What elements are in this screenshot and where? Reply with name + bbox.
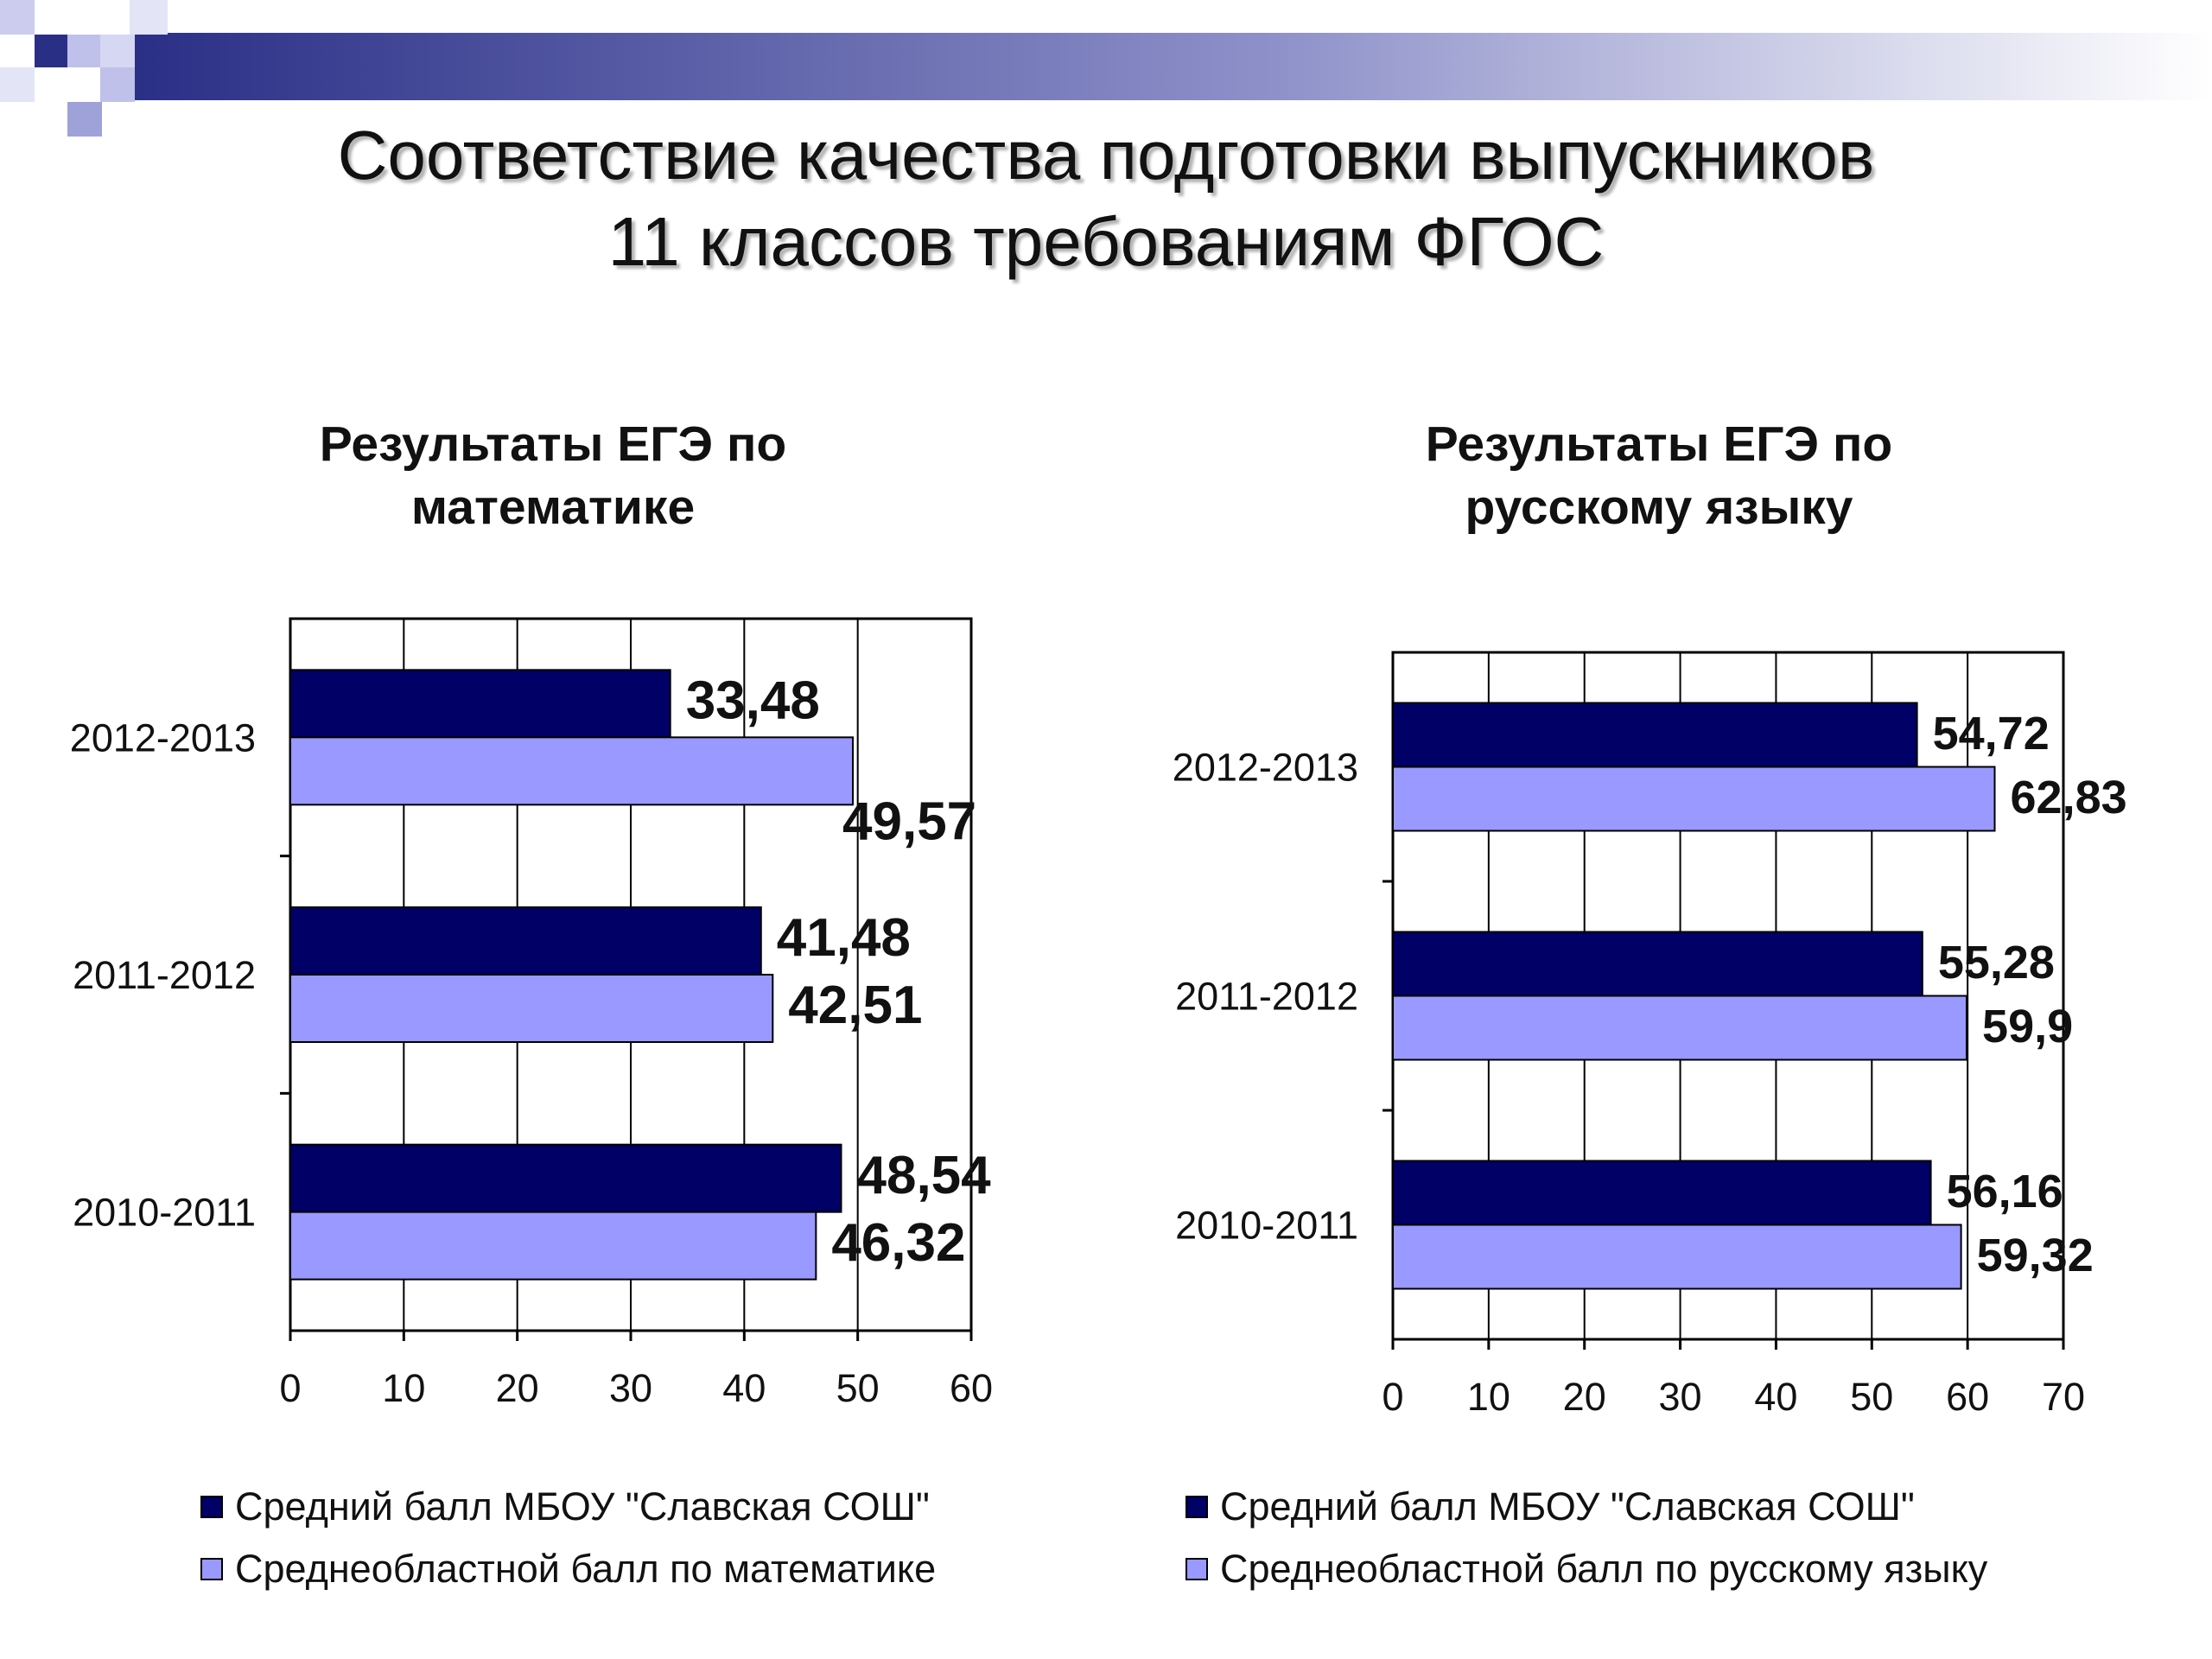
banner-square — [100, 35, 135, 69]
math-bar — [289, 974, 774, 1043]
banner-square — [0, 67, 35, 102]
slide-title-line2: 11 классов требованиям ФГОС — [607, 203, 1605, 280]
russian-tick-label: 50 — [1850, 1375, 1893, 1419]
legend-item-region: Среднеобластной балл по русскому языку — [1185, 1538, 2136, 1600]
russian-data-label: 55,28 — [1938, 937, 2055, 988]
russian-tick-label: 0 — [1382, 1375, 1403, 1419]
banner-square — [35, 35, 67, 67]
math-legend: Средний балл МБОУ "Славская СОШ" Среднео… — [200, 1476, 1065, 1600]
legend-label-region: Среднеобластной балл по математике — [235, 1547, 937, 1591]
russian-bar — [1392, 1160, 1932, 1226]
legend-swatch-school — [1185, 1496, 1208, 1518]
russian-chart-title-line2: русскому языку — [1465, 480, 1853, 535]
russian-category-label: 2011-2012 — [1175, 975, 1358, 1019]
legend-label-school: Средний балл МБОУ "Славская СОШ" — [1220, 1484, 1915, 1529]
legend-item-school: Средний балл МБОУ "Славская СОШ" — [200, 1476, 1065, 1538]
russian-data-label: 62,83 — [2011, 772, 2127, 823]
legend-swatch-region — [1185, 1558, 1208, 1580]
math-bar — [289, 1211, 817, 1281]
math-category-label: 2010-2011 — [73, 1191, 256, 1235]
russian-chart-title-line1: Результаты ЕГЭ по — [1425, 416, 1893, 472]
math-category-label: 2012-2013 — [70, 715, 256, 760]
russian-chart-title: Результаты ЕГЭ по русскому языку — [1296, 413, 2022, 539]
math-data-label: 42,51 — [788, 976, 922, 1035]
math-tick-label: 50 — [836, 1366, 880, 1410]
russian-bar — [1392, 1224, 1962, 1290]
russian-category-label: 2012-2013 — [1173, 746, 1358, 790]
russian-data-label: 56,16 — [1947, 1166, 2063, 1217]
russian-data-label: 54,72 — [1933, 708, 2050, 760]
russian-tick-label: 60 — [1946, 1375, 1989, 1419]
math-chart-title-line1: Результаты ЕГЭ по — [319, 416, 787, 472]
math-category-label: 2011-2012 — [73, 953, 256, 997]
russian-tick-label: 10 — [1467, 1375, 1510, 1419]
slide-title-line1: Соответствие качества подготовки выпускн… — [337, 117, 1875, 194]
legend-item-region: Среднеобластной балл по математике — [200, 1538, 1065, 1600]
russian-bar — [1392, 995, 1968, 1061]
math-chart-title-line2: математике — [410, 480, 696, 535]
legend-swatch-region — [200, 1558, 223, 1580]
legend-swatch-school — [200, 1496, 223, 1518]
russian-legend: Средний балл МБОУ "Славская СОШ" Среднео… — [1185, 1476, 2136, 1600]
russian-tick-label: 30 — [1659, 1375, 1702, 1419]
header-banner — [0, 0, 2212, 137]
math-bar-chart: 0 10 20 30 40 50 60 2012-2013 33,48 49,57 2011-201… — [70, 617, 993, 1410]
math-tick-label: 60 — [950, 1366, 993, 1410]
banner-stripe — [130, 33, 2212, 100]
math-data-label: 46,32 — [831, 1213, 965, 1273]
math-data-label: 33,48 — [686, 671, 820, 730]
russian-data-label: 59,32 — [1977, 1230, 2094, 1281]
russian-bar — [1392, 931, 1923, 997]
russian-category-label: 2010-2011 — [1175, 1204, 1358, 1248]
russian-tick-label: 20 — [1563, 1375, 1606, 1419]
math-tick-label: 20 — [496, 1366, 539, 1410]
math-bar — [289, 906, 762, 976]
math-bar — [289, 1143, 842, 1213]
banner-square — [67, 35, 100, 67]
math-tick-label: 40 — [722, 1366, 766, 1410]
math-data-label: 48,54 — [856, 1146, 991, 1205]
slide-title: Соответствие качества подготовки выпускн… — [0, 112, 2212, 285]
russian-data-label: 59,9 — [1982, 1001, 2073, 1052]
russian-bar-chart: 0 10 20 30 40 50 60 70 2012-2013 54,72 62,83 2011-2… — [1173, 651, 2127, 1419]
russian-tick-label: 70 — [2042, 1375, 2085, 1419]
banner-square — [130, 0, 168, 35]
russian-bar — [1392, 766, 1996, 832]
russian-bar — [1392, 702, 1918, 768]
math-tick-label: 30 — [609, 1366, 652, 1410]
math-tick-label: 0 — [279, 1366, 301, 1410]
legend-label-school: Средний балл МБОУ "Славская СОШ" — [235, 1484, 930, 1529]
math-tick-label: 10 — [382, 1366, 425, 1410]
banner-square — [0, 0, 35, 35]
legend-item-school: Средний балл МБОУ "Славская СОШ" — [1185, 1476, 2136, 1538]
math-bar — [289, 669, 671, 739]
banner-square — [67, 102, 102, 137]
math-bar — [289, 736, 855, 806]
banner-square — [100, 67, 135, 102]
math-chart-title: Результаты ЕГЭ по математике — [190, 413, 916, 539]
math-data-label: 49,57 — [842, 791, 976, 851]
legend-label-region: Среднеобластной балл по русскому языку — [1220, 1547, 1988, 1591]
math-data-label: 41,48 — [777, 908, 911, 968]
russian-tick-label: 40 — [1754, 1375, 1797, 1419]
